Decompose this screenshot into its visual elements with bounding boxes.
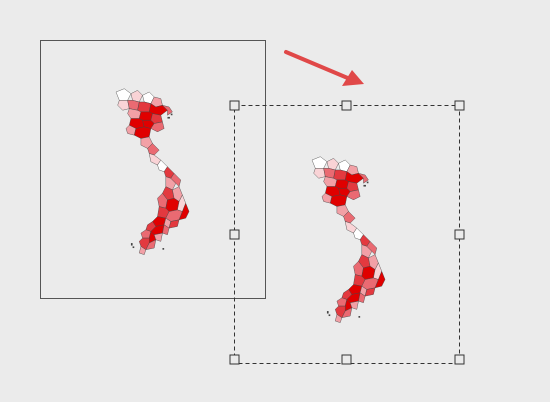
original-map-frame[interactable]: [40, 40, 266, 299]
resize-handle-left[interactable]: [229, 229, 240, 240]
resize-handle-top[interactable]: [341, 100, 352, 111]
arrow-right-down-icon: [284, 50, 364, 86]
resize-handle-right[interactable]: [454, 229, 465, 240]
resize-handle-top-left[interactable]: [229, 100, 240, 111]
moved-map: [311, 156, 386, 324]
moved-map-frame[interactable]: [229, 100, 465, 365]
original-map: [115, 88, 190, 256]
resize-handle-bottom-right[interactable]: [454, 354, 465, 365]
resize-handle-bottom-left[interactable]: [229, 354, 240, 365]
resize-handle-top-right[interactable]: [454, 100, 465, 111]
resize-handle-bottom[interactable]: [341, 354, 352, 365]
